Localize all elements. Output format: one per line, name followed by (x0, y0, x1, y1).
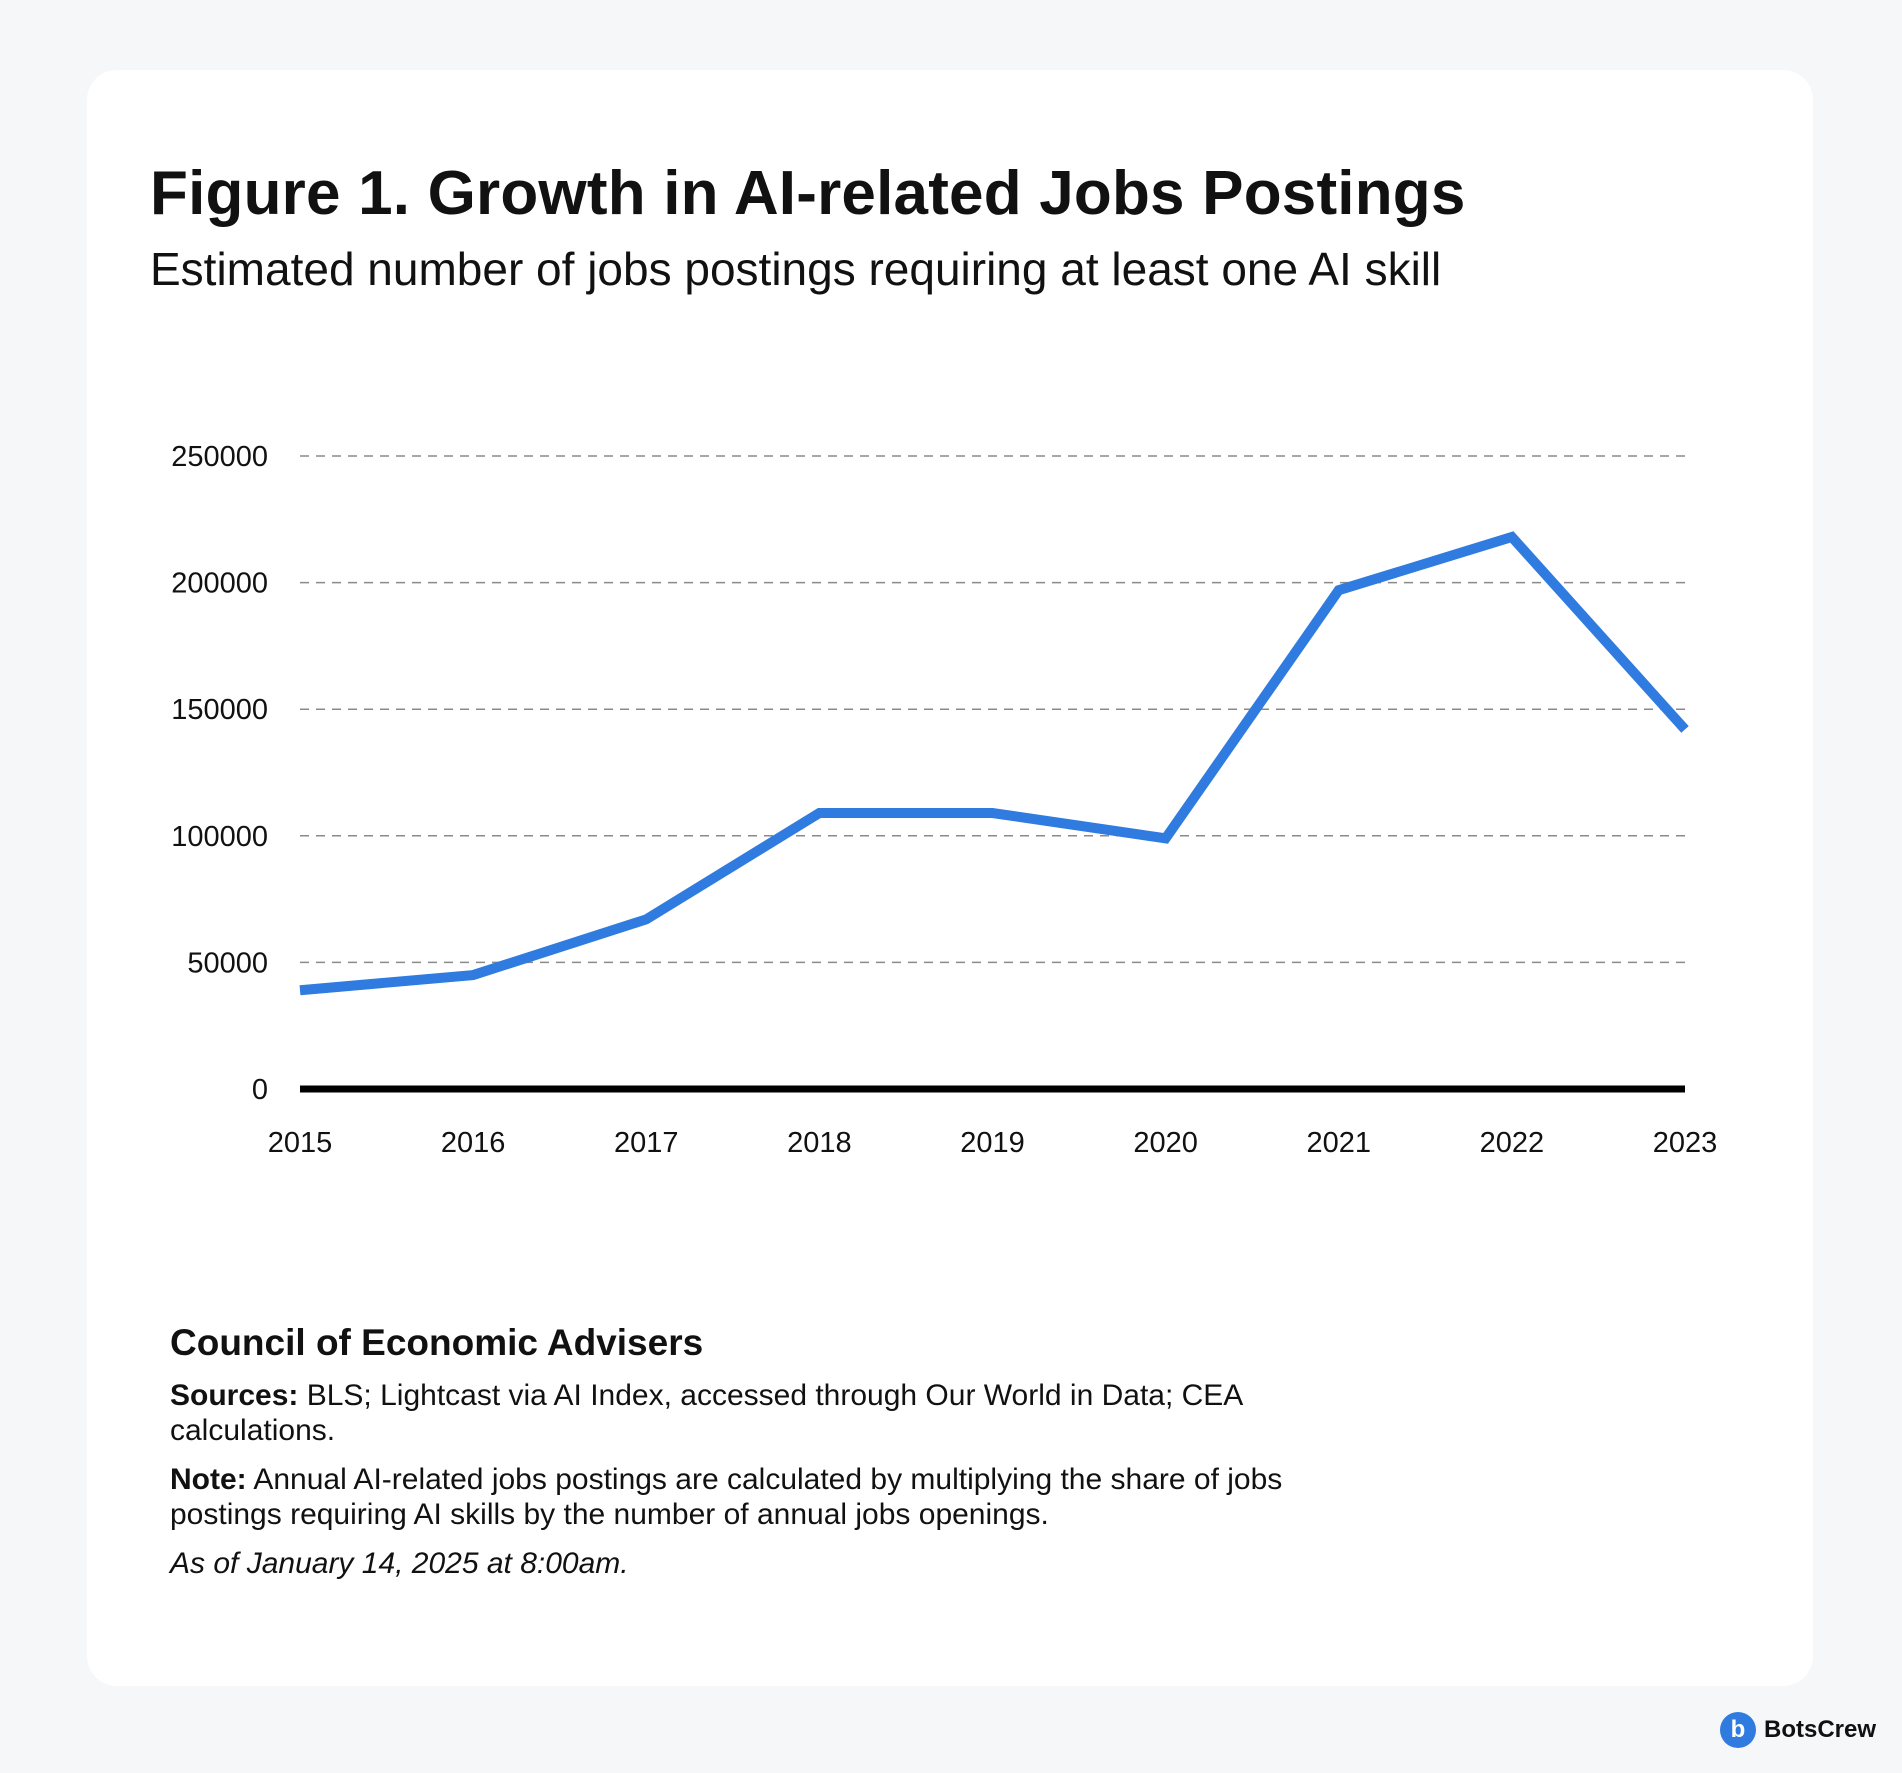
x-tick-label: 2023 (1653, 1127, 1718, 1159)
note-text: Annual AI-related jobs postings are calc… (170, 1463, 1283, 1531)
chart-title: Figure 1. Growth in AI-related Jobs Post… (150, 159, 1466, 228)
x-tick-label: 2020 (1133, 1127, 1198, 1159)
chart-subtitle: Estimated number of jobs postings requir… (150, 243, 1442, 295)
grid-lines (300, 455, 1685, 964)
botscrew-logo-icon: b (1720, 1712, 1756, 1748)
x-axis: 2015 2016 2017 2018 2019 2020 2021 2022 2023 (268, 1085, 1718, 1159)
y-tick-label: 150000 (171, 694, 268, 726)
y-tick-label: 100000 (171, 821, 268, 853)
x-tick-label: 2016 (441, 1127, 506, 1159)
x-tick-label: 2017 (614, 1127, 679, 1159)
sources-line: Sources: BLS; Lightcast via AI Index, ac… (170, 1378, 1370, 1448)
org-name: Council of Economic Advisers (170, 1322, 704, 1363)
x-tick-label: 2021 (1306, 1127, 1371, 1159)
y-tick-label: 0 (252, 1074, 268, 1106)
x-tick-label: 2015 (268, 1127, 333, 1159)
chart-card (87, 70, 1813, 1686)
as-of-date: As of January 14, 2025 at 8:00am. (170, 1547, 629, 1580)
y-tick-label: 250000 (171, 441, 268, 473)
y-tick-label: 50000 (187, 947, 268, 979)
sources-text: BLS; Lightcast via AI Index, accessed th… (170, 1379, 1242, 1447)
sources-label: Sources: (170, 1379, 299, 1412)
x-tick-label: 2022 (1480, 1127, 1545, 1159)
brand-name: BotsCrew (1764, 1716, 1877, 1743)
y-tick-label: 200000 (171, 568, 268, 600)
note-line: Note: Annual AI-related jobs postings ar… (170, 1462, 1370, 1532)
x-tick-label: 2019 (960, 1127, 1025, 1159)
brand: b BotsCrew (1720, 1712, 1876, 1748)
x-tick-label: 2018 (787, 1127, 852, 1159)
y-axis: 0 50000 100000 150000 200000 250000 (171, 441, 268, 1106)
series-line (299, 531, 1689, 996)
note-label: Note: (170, 1463, 247, 1496)
series (299, 531, 1689, 996)
footer: Council of Economic Advisers Sources: BL… (170, 1322, 1370, 1581)
